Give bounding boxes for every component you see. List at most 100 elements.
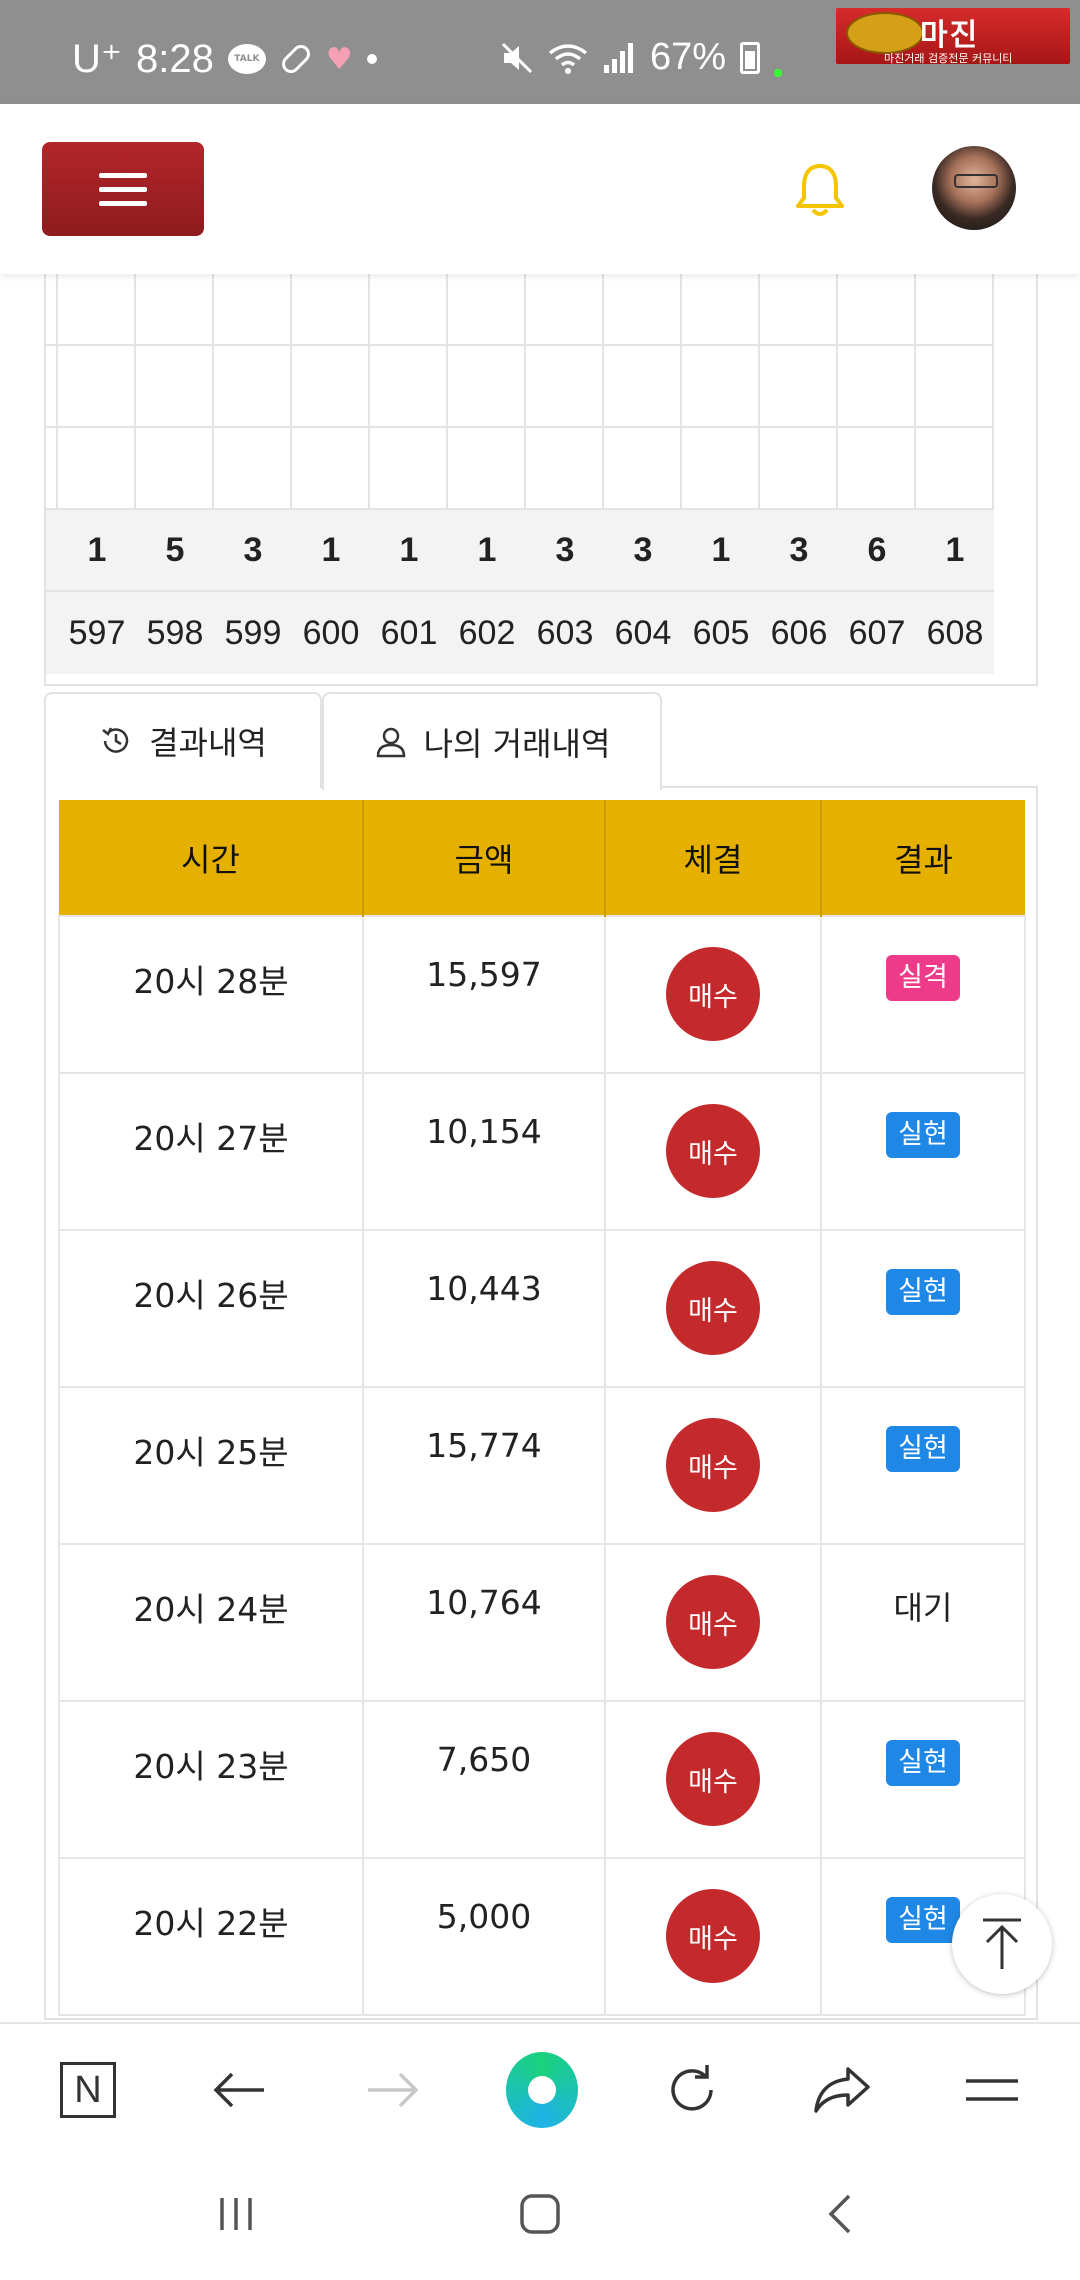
menu-icon-line	[99, 200, 147, 206]
grid-count-cell: 1	[682, 510, 760, 592]
grid-count-cell: 1	[916, 510, 994, 592]
cell-amount: 15,774	[362, 1386, 606, 1545]
grid-cell	[448, 346, 526, 428]
tab-results-label: 결과내역	[149, 724, 267, 762]
grid-cell	[526, 346, 604, 428]
cell-amount: 10,154	[362, 1072, 606, 1231]
grid-round-cell: 601	[370, 592, 448, 674]
cell-amount: 5,000	[362, 1857, 606, 2016]
grid-cell	[58, 428, 136, 510]
grid-cell	[682, 346, 760, 428]
result-badge: 실현	[886, 1426, 960, 1472]
avatar[interactable]	[932, 146, 1016, 230]
grid-column: 3 603	[526, 274, 604, 674]
battery-icon	[740, 41, 761, 74]
grid-cell	[682, 428, 760, 510]
grid-count-cell: 1	[448, 510, 526, 592]
buy-badge: 매수	[666, 1261, 760, 1355]
tab-results[interactable]: 결과내역	[44, 692, 322, 788]
buy-badge: 매수	[666, 1418, 760, 1512]
grid-cell	[292, 274, 370, 346]
grid-column: 1 601	[370, 274, 448, 674]
menu-button[interactable]	[42, 142, 204, 236]
grid-cell	[292, 428, 370, 510]
tabs: 결과내역 나의 거래내역	[44, 692, 1038, 790]
grid-cell	[838, 346, 916, 428]
grid-count-cell: 3	[604, 510, 682, 592]
grid-cell	[604, 274, 682, 346]
system-back-button[interactable]	[800, 2184, 880, 2244]
cell-time: 20시 28분	[58, 915, 364, 1074]
grid-column: 1 605	[682, 274, 760, 674]
home-button[interactable]	[506, 2052, 578, 2128]
grid-round-cell: 599	[214, 592, 292, 674]
bell-icon[interactable]	[790, 160, 850, 222]
table-row: 20시 25분 15,774 매수 실현	[58, 1386, 1026, 1545]
grid-cell	[58, 346, 136, 428]
privacy-dot-icon	[774, 68, 783, 77]
grid-cell	[526, 428, 604, 510]
refresh-button[interactable]	[656, 2054, 728, 2126]
grid-cell	[760, 346, 838, 428]
naver-n-button[interactable]: N	[52, 2054, 124, 2126]
cell-time: 20시 22분	[58, 1857, 364, 2016]
grid-round-cell: 605	[682, 592, 760, 674]
grid-cell	[838, 274, 916, 346]
grid-round-cell: 598	[136, 592, 214, 674]
share-button[interactable]	[806, 2054, 878, 2126]
grid-cell	[760, 274, 838, 346]
trade-table-container: 시간 금액 체결 결과 20시 28분 15,597 매수 실격 20시 27분 10,1…	[44, 788, 1038, 2020]
browser-toolbar: N	[0, 2022, 1080, 2154]
round-grid: 6159755983599160016011602360336041605360…	[44, 274, 1038, 686]
result-badge: 실현	[886, 1269, 960, 1315]
table-row: 20시 22분 5,000 매수 실현	[58, 1857, 1026, 2016]
watermark-logo: 마진 마진거래 검증전문 커뮤니티	[836, 8, 1070, 65]
system-nav-bar	[0, 2154, 1080, 2280]
menu-icon-line	[99, 172, 147, 178]
back-button[interactable]	[204, 2054, 276, 2126]
forward-button[interactable]	[356, 2054, 428, 2126]
buy-badge: 매수	[666, 947, 760, 1041]
buy-badge: 매수	[666, 1732, 760, 1826]
cell-amount: 10,764	[362, 1543, 606, 1702]
cell-fill: 매수	[604, 1072, 822, 1231]
table-row: 20시 28분 15,597 매수 실격	[58, 915, 1026, 1074]
result-badge: 대기	[893, 1589, 953, 1627]
grid-cell	[370, 428, 448, 510]
status-right: 67%	[500, 36, 783, 79]
cell-fill: 매수	[604, 915, 822, 1074]
buy-badge: 매수	[666, 1104, 760, 1198]
talk-icon: TALK	[227, 44, 266, 74]
grid-cell	[136, 346, 214, 428]
grid-column: 3 606	[760, 274, 838, 674]
scroll-to-top-button[interactable]	[952, 1894, 1052, 1994]
arrow-up-icon	[983, 1918, 1021, 1969]
watermark-emblem-icon	[846, 12, 924, 54]
cell-time: 20시 25분	[58, 1386, 364, 1545]
share-icon	[814, 2067, 870, 2113]
grid-cell	[136, 428, 214, 510]
menu-lines-icon	[966, 2079, 1018, 2101]
cell-fill: 매수	[604, 1857, 822, 2016]
column-header-result: 결과	[821, 800, 1025, 916]
grid-cell	[682, 274, 760, 346]
recents-button[interactable]	[196, 2184, 276, 2244]
system-home-button[interactable]	[500, 2184, 580, 2244]
grid-cell	[448, 428, 526, 510]
grid-column: 1 600	[292, 274, 370, 674]
grid-round-cell: 597	[58, 592, 136, 674]
grid-cell	[292, 346, 370, 428]
grid-cell	[916, 346, 994, 428]
cell-result: 대기	[820, 1543, 1026, 1702]
buy-badge: 매수	[666, 1575, 760, 1669]
back-icon	[828, 2194, 851, 2234]
browser-menu-button[interactable]	[956, 2054, 1028, 2126]
tab-my-trades[interactable]: 나의 거래내역	[322, 692, 662, 790]
home-dot-icon	[506, 2052, 578, 2128]
grid-count-cell: 6	[838, 510, 916, 592]
grid-count-cell: 5	[136, 510, 214, 592]
clock: 8:28	[136, 36, 214, 81]
grid-count-cell: 3	[214, 510, 292, 592]
grid-round-cell: 600	[292, 592, 370, 674]
cell-time: 20시 26분	[58, 1229, 364, 1388]
